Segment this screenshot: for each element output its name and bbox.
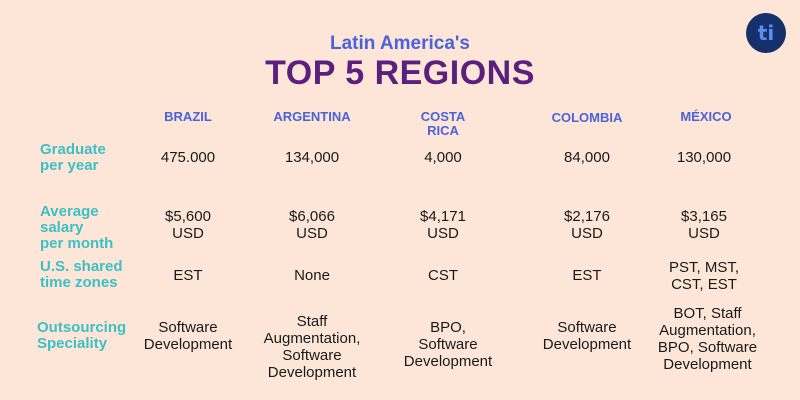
- cell-speciality-costa-rica: BPO, Software Development: [403, 319, 493, 370]
- cell-salary-argentina: $6,066 USD: [289, 208, 335, 242]
- cell-salary-brazil: $5,600 USD: [165, 208, 211, 242]
- cell-speciality-mexico: BOT, Staff Augmentation, BPO, Software D…: [657, 305, 758, 373]
- cell-salary-mexico: $3,165 USD: [681, 208, 727, 242]
- column-header-argentina: ARGENTINA: [273, 109, 351, 124]
- subtitle: Latin America's: [329, 33, 471, 54]
- cell-speciality-argentina: Staff Augmentation, Software Development: [263, 313, 361, 381]
- cell-salary-costa-rica: $4,171 USD: [420, 208, 466, 242]
- cell-graduates-argentina: 134,000: [284, 149, 340, 166]
- row-label-speciality: Outsourcing Speciality: [37, 319, 127, 352]
- row-label-salary: Average salary per month: [40, 203, 114, 252]
- cell-timezone-brazil: EST: [173, 267, 203, 284]
- column-header-brazil: BRAZIL: [164, 109, 212, 124]
- cell-graduates-colombia: 84,000: [564, 149, 610, 166]
- column-header-mexico: MÉXICO: [680, 109, 732, 124]
- cell-graduates-costa-rica: 4,000: [424, 149, 462, 166]
- column-header-colombia: COLOMBIA: [551, 110, 623, 125]
- logo: ti: [746, 13, 786, 53]
- logo-text: ti: [757, 21, 775, 45]
- row-label-graduates: Graduate per year: [40, 141, 106, 174]
- cell-speciality-brazil: Software Development: [143, 319, 233, 353]
- cell-timezone-mexico: PST, MST, CST, EST: [668, 259, 739, 293]
- cell-salary-colombia: $2,176 USD: [564, 208, 610, 242]
- cell-graduates-brazil: 475.000: [160, 149, 216, 166]
- cell-timezone-colombia: EST: [572, 267, 602, 284]
- cell-timezone-argentina: None: [294, 267, 330, 284]
- page-title: TOP 5 REGIONS: [265, 54, 535, 92]
- column-header-costa-rica: COSTA RICA: [420, 109, 466, 138]
- cell-graduates-mexico: 130,000: [676, 149, 732, 166]
- cell-timezone-costa-rica: CST: [428, 267, 458, 284]
- cell-speciality-colombia: Software Development: [542, 319, 632, 353]
- row-label-time-zones: U.S. shared time zones: [40, 258, 123, 291]
